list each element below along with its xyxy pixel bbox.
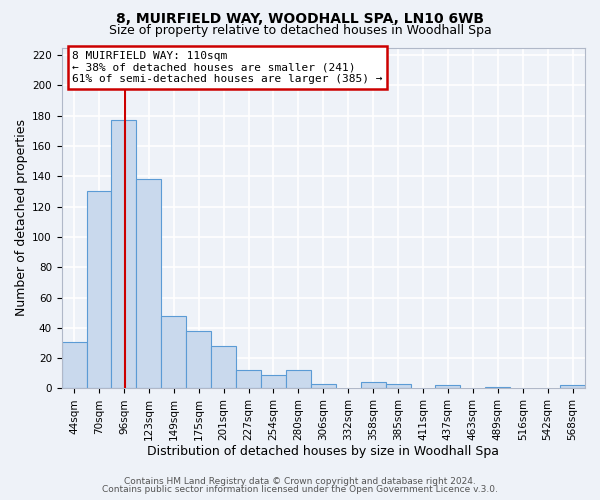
Bar xyxy=(386,384,410,388)
Bar xyxy=(361,382,386,388)
Y-axis label: Number of detached properties: Number of detached properties xyxy=(15,120,28,316)
Bar xyxy=(136,180,161,388)
Bar xyxy=(311,384,336,388)
Bar xyxy=(485,387,510,388)
Bar xyxy=(211,346,236,389)
Text: Size of property relative to detached houses in Woodhall Spa: Size of property relative to detached ho… xyxy=(109,24,491,37)
Text: 8, MUIRFIELD WAY, WOODHALL SPA, LN10 6WB: 8, MUIRFIELD WAY, WOODHALL SPA, LN10 6WB xyxy=(116,12,484,26)
Bar xyxy=(436,386,460,388)
Bar xyxy=(560,386,585,388)
Text: Contains public sector information licensed under the Open Government Licence v.: Contains public sector information licen… xyxy=(102,485,498,494)
Bar xyxy=(261,375,286,388)
Bar xyxy=(236,370,261,388)
Bar xyxy=(86,192,112,388)
Bar xyxy=(186,331,211,388)
Text: 8 MUIRFIELD WAY: 110sqm
← 38% of detached houses are smaller (241)
61% of semi-d: 8 MUIRFIELD WAY: 110sqm ← 38% of detache… xyxy=(72,51,383,84)
Bar xyxy=(286,370,311,388)
Text: Contains HM Land Registry data © Crown copyright and database right 2024.: Contains HM Land Registry data © Crown c… xyxy=(124,477,476,486)
X-axis label: Distribution of detached houses by size in Woodhall Spa: Distribution of detached houses by size … xyxy=(148,444,499,458)
Bar xyxy=(112,120,136,388)
Bar xyxy=(161,316,186,388)
Bar xyxy=(62,342,86,388)
